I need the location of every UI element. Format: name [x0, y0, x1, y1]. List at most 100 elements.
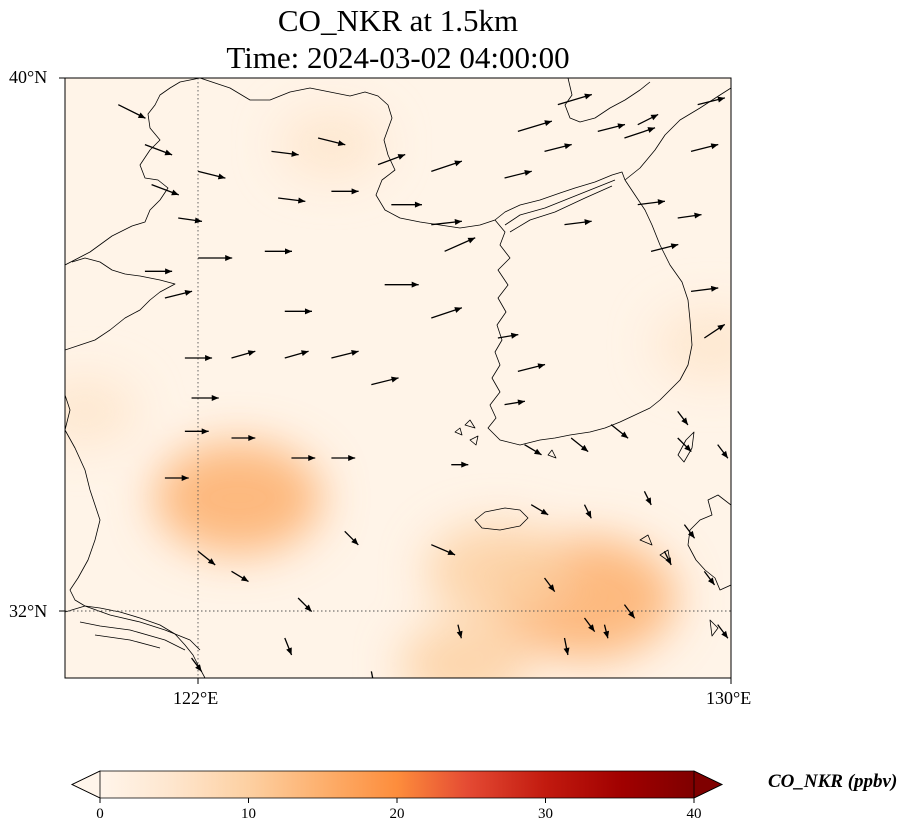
colorbar-body — [100, 771, 694, 798]
coastline-korea-west — [487, 179, 693, 446]
wind-arrow — [384, 281, 419, 288]
wind-arrow — [677, 212, 702, 219]
wind-arrow — [683, 524, 696, 539]
wind-arrow — [164, 289, 193, 299]
colorbar-title: CO_NKR (ppbv) — [768, 771, 898, 792]
wind-arrow — [197, 550, 216, 566]
wind-arrow — [317, 137, 346, 147]
wind-arrow — [331, 455, 356, 461]
wind-arrow — [456, 624, 463, 639]
wind-arrow — [164, 475, 189, 481]
wind-arrow — [517, 363, 546, 372]
coastline-jeju — [474, 507, 529, 531]
wind-arrow — [717, 624, 729, 639]
concentration-hotspot — [400, 621, 530, 678]
axis-ticks — [59, 77, 732, 684]
wind-arrow — [297, 597, 313, 613]
wind-arrow — [690, 285, 719, 292]
wind-arrow — [650, 243, 679, 252]
wind-arrow — [677, 410, 689, 426]
wind-arrow — [643, 491, 652, 506]
wind-arrow — [191, 657, 203, 672]
concentration-hotspot — [65, 375, 139, 447]
wind-arrow — [431, 307, 463, 319]
coastline-japan-kyushu — [677, 431, 731, 637]
colorbar-tick-40: 40 — [686, 806, 702, 822]
wind-arrow — [717, 444, 729, 459]
wind-arrow — [144, 268, 173, 275]
wind-arrow — [117, 104, 146, 119]
wind-arrow — [144, 144, 173, 156]
map-panel — [65, 78, 731, 678]
wind-arrow — [603, 624, 610, 639]
wind-arrow — [271, 150, 299, 157]
coastline-shandong — [65, 257, 176, 351]
wind-arrow — [637, 199, 666, 206]
wind-arrow — [703, 323, 726, 339]
wind-arrow — [610, 424, 629, 439]
wind-arrow — [198, 255, 233, 261]
wind-arrow — [178, 217, 203, 224]
wind-arrow — [231, 435, 256, 441]
concentration-hotspot — [278, 109, 385, 181]
wind-arrow — [564, 219, 592, 226]
colorbar-tick-20: 20 — [389, 806, 405, 822]
wind-arrow — [264, 248, 292, 255]
wind-arrow — [371, 376, 399, 386]
wind-arrow — [557, 93, 593, 106]
wind-arrow — [291, 455, 316, 461]
lat-label-32: 32°N — [9, 601, 48, 621]
wind-arrow — [284, 350, 309, 359]
wind-arrow — [524, 444, 542, 456]
lon-label-130: 130°E — [706, 688, 752, 708]
wind-arrow — [504, 399, 526, 406]
wind-arrow — [597, 123, 626, 132]
wind-arrow — [151, 184, 180, 196]
map-title-variable: CO_NKR at 1.5km — [277, 3, 519, 38]
wind-arrow — [377, 153, 406, 166]
wind-arrow — [431, 544, 456, 556]
lat-label-40: 40°N — [9, 67, 48, 87]
coastline-korea-north — [494, 171, 626, 233]
colorbar-tick-30: 30 — [538, 806, 553, 822]
wind-arrow — [444, 237, 476, 252]
wind-arrow — [570, 437, 589, 453]
wind-arrow — [663, 551, 672, 566]
wind-arrow — [191, 395, 219, 401]
wind-arrow — [697, 96, 726, 106]
concentration-hotspot — [425, 523, 571, 620]
wind-vectors — [117, 93, 729, 678]
map-title-time: Time: 2024-03-02 04:00:00 — [226, 40, 570, 75]
wind-arrow — [497, 332, 519, 339]
colorbar-tick-10: 10 — [241, 806, 256, 822]
wind-arrow — [231, 350, 256, 359]
wind-arrow — [677, 437, 692, 453]
wind-arrow — [431, 219, 462, 226]
wind-arrow — [451, 461, 469, 468]
wind-arrow — [184, 428, 209, 435]
coastlines — [65, 78, 731, 678]
colorbar-extend-low — [71, 770, 101, 799]
concentration-hotspot — [654, 306, 731, 383]
wind-arrow — [624, 127, 656, 139]
coastline-islands-sw-korea — [454, 419, 671, 563]
coastline-liaodong-bohai — [65, 78, 496, 266]
coastline-yangtze-estuary — [65, 605, 201, 651]
wind-arrow — [344, 530, 359, 546]
wind-arrow — [623, 604, 636, 619]
wind-arrow — [504, 169, 532, 179]
gridlines — [65, 78, 731, 678]
wind-arrow — [370, 671, 374, 678]
wind-arrow — [284, 308, 312, 315]
wind-arrow — [331, 349, 359, 359]
colorbar — [71, 770, 723, 803]
wind-arrow — [583, 617, 596, 632]
concentration-field — [65, 109, 731, 678]
wind-arrow — [563, 637, 570, 656]
wind-arrow — [544, 577, 556, 592]
colorbar-tick-0: 0 — [96, 806, 104, 822]
map-frame — [64, 77, 732, 679]
wind-arrow — [431, 160, 463, 172]
wind-arrow — [703, 570, 716, 586]
